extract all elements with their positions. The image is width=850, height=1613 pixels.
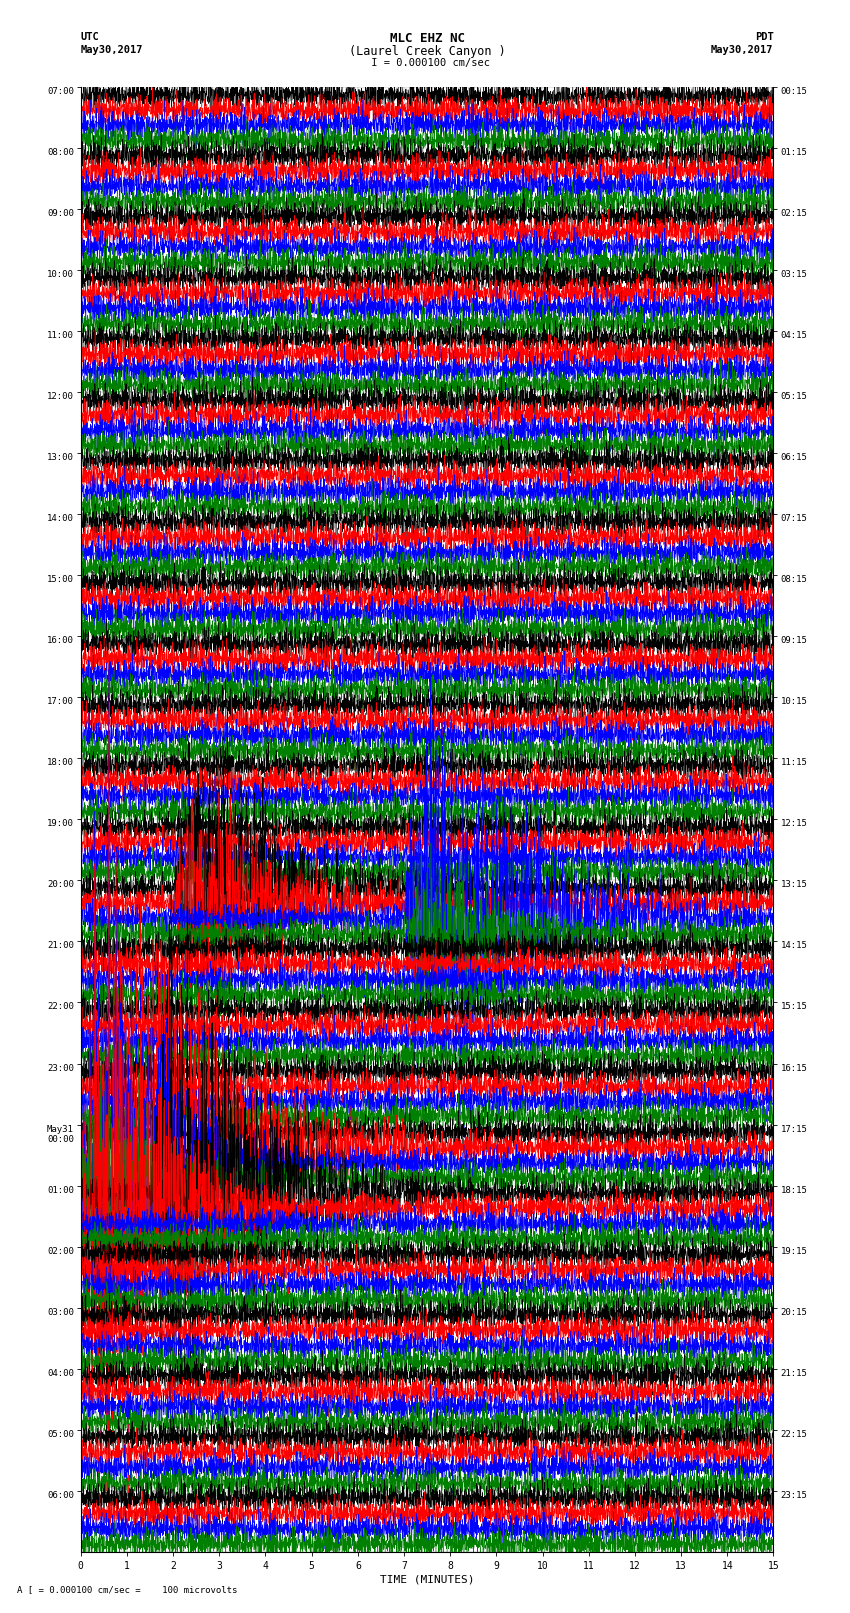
- Text: May30,2017: May30,2017: [711, 45, 774, 55]
- Text: A [ = 0.000100 cm/sec =    100 microvolts: A [ = 0.000100 cm/sec = 100 microvolts: [17, 1584, 237, 1594]
- Text: MLC EHZ NC: MLC EHZ NC: [389, 32, 465, 45]
- Text: (Laurel Creek Canyon ): (Laurel Creek Canyon ): [348, 45, 506, 58]
- Text: UTC: UTC: [81, 32, 99, 42]
- Text: May30,2017: May30,2017: [81, 45, 144, 55]
- X-axis label: TIME (MINUTES): TIME (MINUTES): [380, 1574, 474, 1586]
- Text: PDT: PDT: [755, 32, 774, 42]
- Text: I = 0.000100 cm/sec: I = 0.000100 cm/sec: [365, 58, 490, 68]
